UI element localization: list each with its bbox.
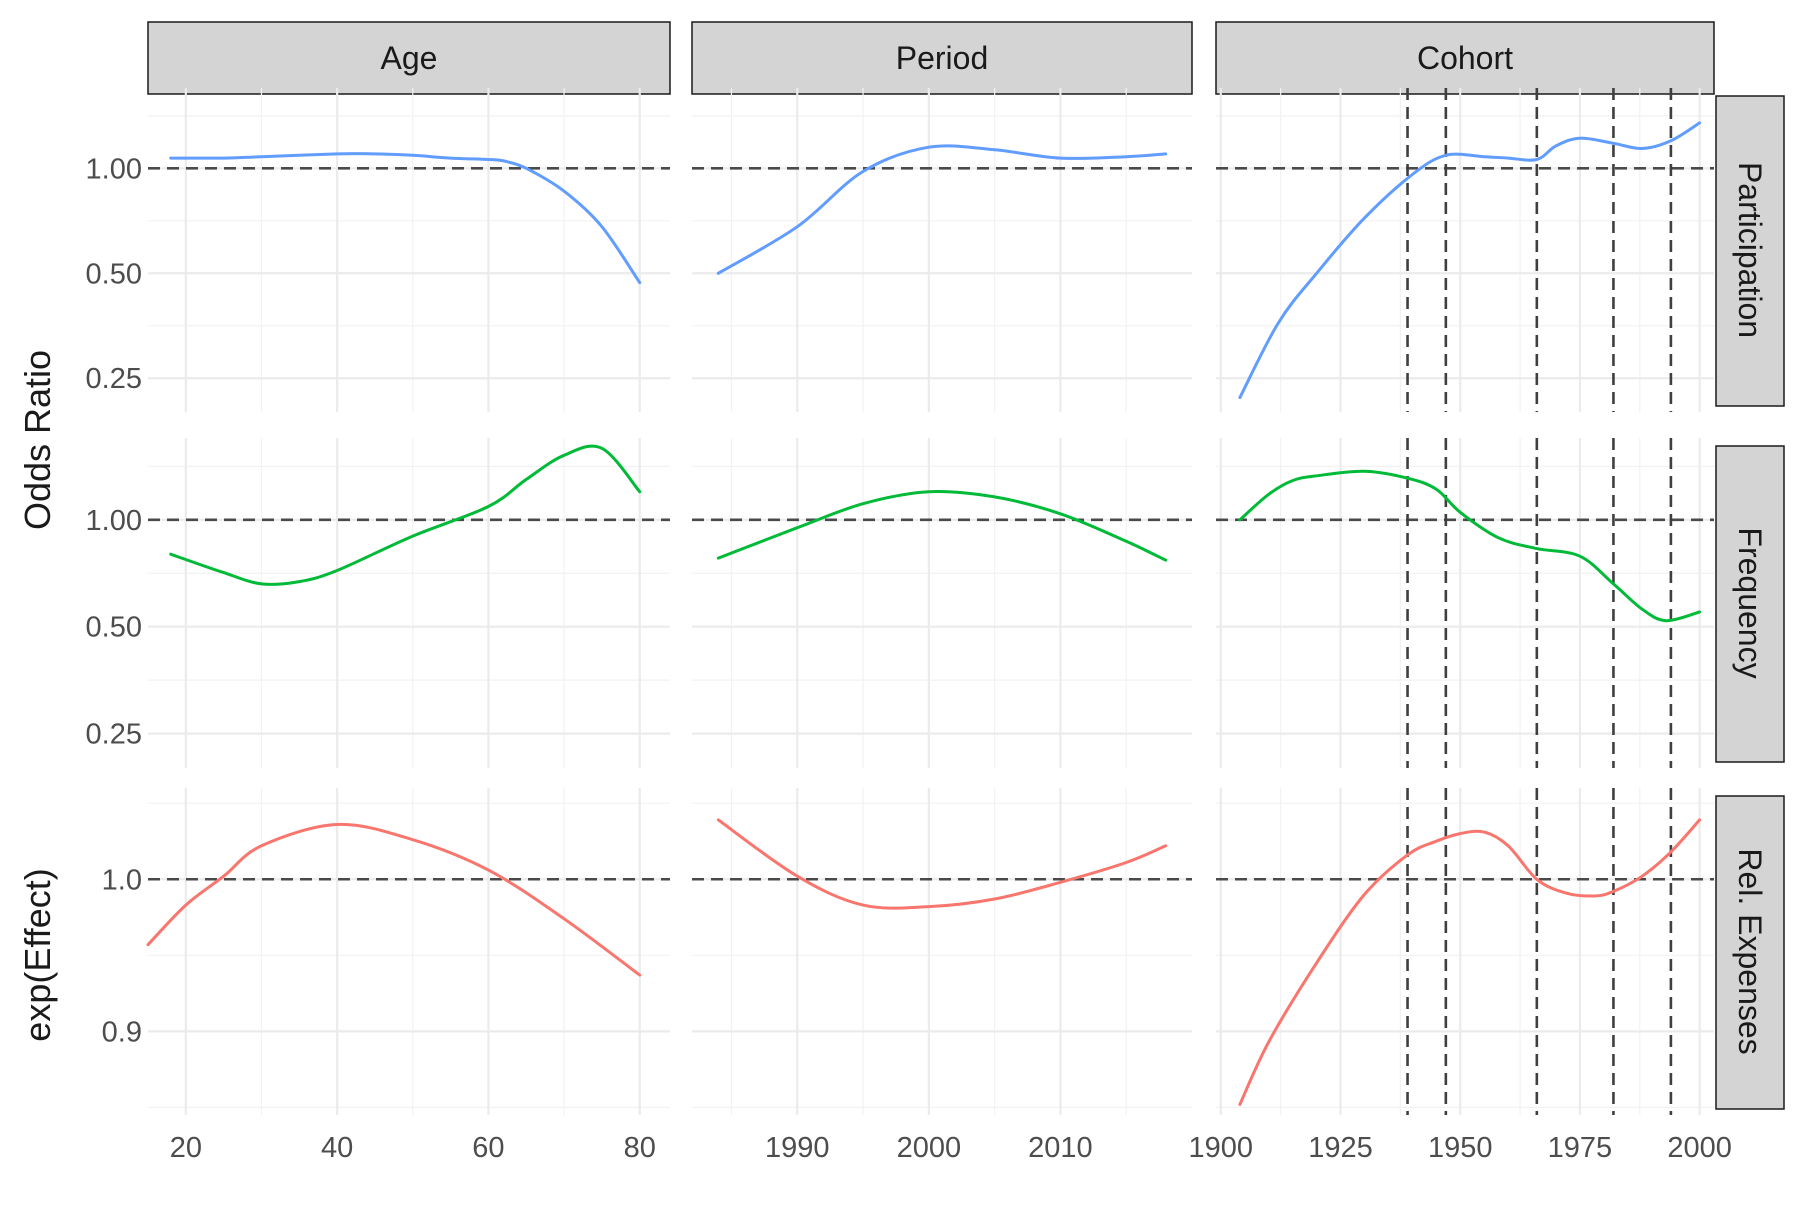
x-tick-label: 1900: [1189, 1132, 1254, 1164]
strip-period: [691, 21, 1193, 95]
series-line-rel-expenses-age: [146, 822, 642, 977]
panel-frequency-period: [692, 438, 1192, 768]
x-tick-label: 2000: [897, 1132, 962, 1164]
x-tick-label: 1975: [1548, 1132, 1613, 1164]
y-tick-label: 1.00: [86, 153, 142, 185]
strip-rel-expenses: [1715, 795, 1785, 1110]
y-tick-label: 1.00: [86, 505, 142, 537]
panel-frequency-age: 0.25 0.50 1.00: [86, 438, 670, 768]
x-tick-label: 2010: [1028, 1132, 1093, 1164]
strip-participation: [1715, 95, 1785, 407]
strip-label-rel-expenses: Rel. Expenses: [1732, 848, 1768, 1054]
x-tick-label: 80: [624, 1132, 656, 1164]
y-tick-label: 0.9: [102, 1016, 142, 1048]
series-line-participation-age: [169, 152, 642, 285]
panel-participation-cohort: [1216, 88, 1714, 412]
x-tick-label: 2000: [1667, 1132, 1732, 1164]
strip-age: [147, 21, 671, 95]
strip-label-cohort: Cohort: [1417, 40, 1513, 76]
y-tick-label: 0.50: [86, 612, 142, 644]
panel-frequency-cohort: [1216, 438, 1714, 768]
y-axis-title-exp-effect: exp(Effect): [17, 868, 58, 1041]
panel-rel-expenses-age: 0.9 1.0 20 40 60 80: [102, 788, 670, 1164]
series-line-rel-expenses-period: [716, 818, 1168, 910]
y-tick-label: 1.0: [102, 864, 142, 896]
y-tick-label: 0.25: [86, 363, 142, 395]
strip-label-period: Period: [896, 40, 989, 76]
y-tick-label: 0.25: [86, 719, 142, 751]
x-tick-label: 20: [170, 1132, 202, 1164]
panel-participation-age: 0.25 0.50 1.00: [86, 88, 670, 412]
panel-participation-period: [692, 88, 1192, 412]
series-line-rel-expenses-cohort: [1238, 818, 1702, 1106]
series-line-participation-period: [716, 144, 1168, 275]
x-tick-label: 1925: [1308, 1132, 1373, 1164]
x-tick-label: 40: [321, 1132, 353, 1164]
strip-cohort: [1215, 21, 1715, 95]
strip-label-frequency: Frequency: [1732, 527, 1768, 678]
y-axis-title-odds-ratio: Odds Ratio: [17, 350, 58, 530]
strip-frequency: [1715, 445, 1785, 763]
series-line-frequency-age: [169, 444, 642, 586]
panel-rel-expenses-cohort: 1900 1925 1950 1975 2000: [1189, 788, 1732, 1164]
strip-label-participation: Participation: [1732, 162, 1768, 338]
series-line-frequency-period: [716, 489, 1168, 562]
series-line-participation-cohort: [1238, 121, 1702, 400]
panel-rel-expenses-period: 1990 2000 2010: [692, 788, 1192, 1164]
x-tick-label: 1950: [1428, 1132, 1493, 1164]
x-tick-label: 1990: [765, 1132, 830, 1164]
x-tick-label: 60: [472, 1132, 504, 1164]
y-tick-label: 0.50: [86, 258, 142, 290]
strip-label-age: Age: [381, 40, 438, 76]
series-line-frequency-cohort: [1238, 469, 1702, 623]
